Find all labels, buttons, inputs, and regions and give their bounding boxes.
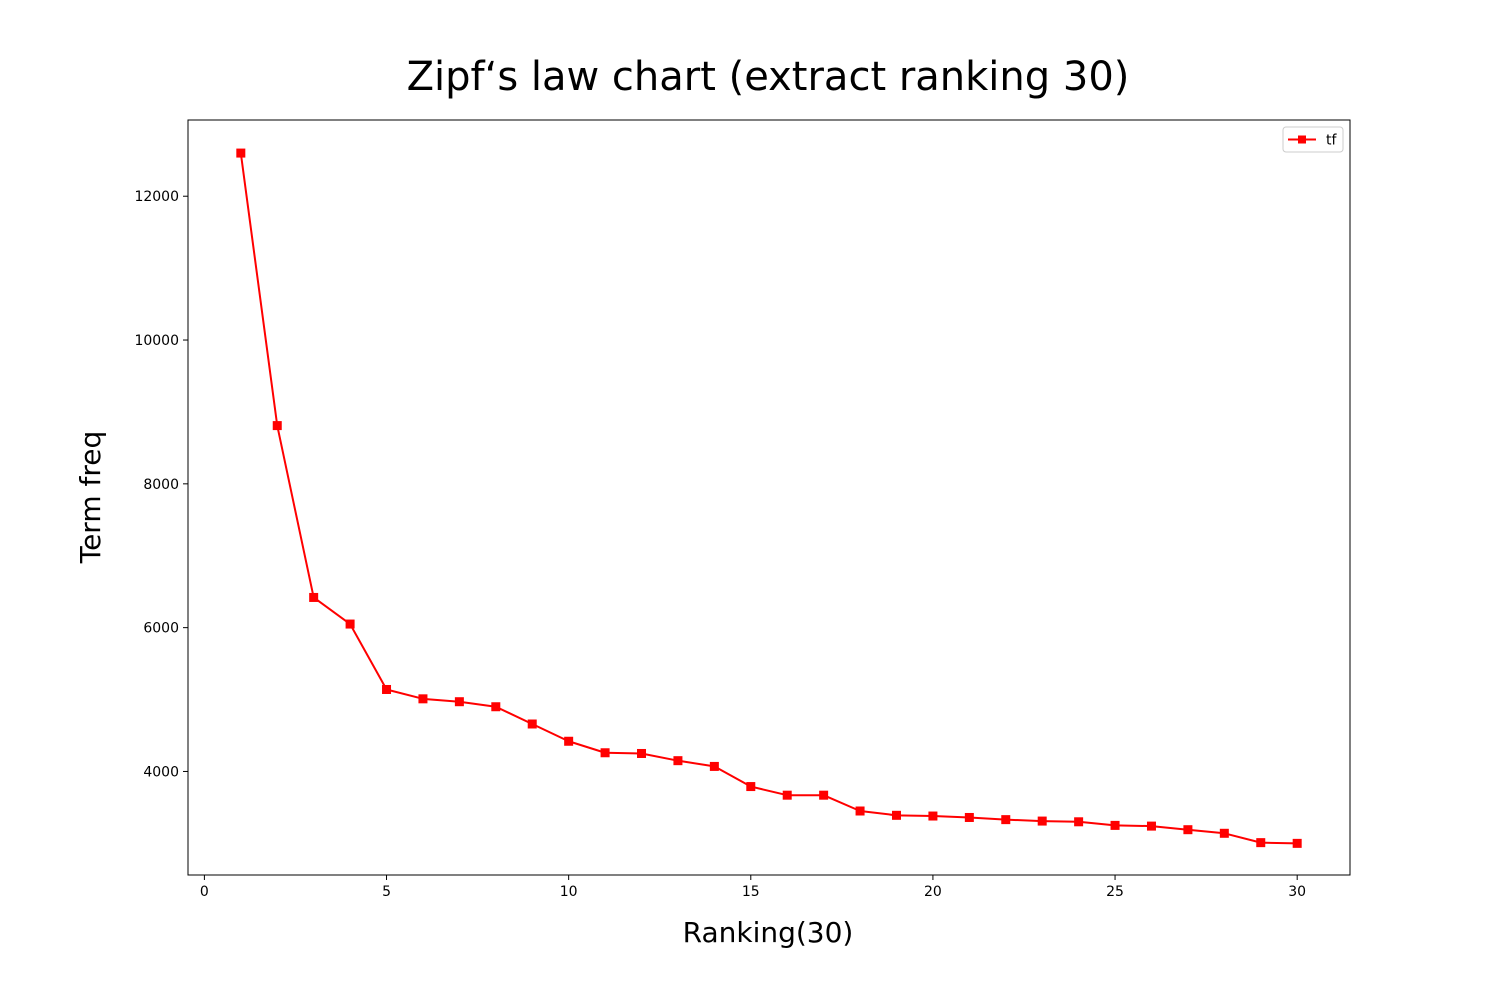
plot-frame [187,119,1351,876]
data-point [746,782,756,792]
x-tick-label: 25 [1106,884,1124,900]
data-point [964,812,974,822]
data-point [855,806,865,816]
data-point [1219,828,1229,838]
plot-area [187,119,1351,876]
data-point [1292,838,1302,848]
data-point [709,761,719,771]
y-tick-label: 10000 [134,333,179,349]
data-point [564,736,574,746]
y-axis-ticks: 4000 6000 8000 10000 12000 [134,189,188,780]
data-point [600,748,610,758]
x-tick-label: 20 [924,884,942,900]
x-tick-label: 0 [200,884,209,900]
data-point [454,697,464,707]
x-tick-label: 5 [382,884,391,900]
data-point [382,684,392,694]
y-tick-label: 4000 [143,764,179,780]
x-tick-label: 15 [742,884,760,900]
data-point [345,619,355,629]
chart-title: Zipf‘s law chart (extract ranking 30) [407,54,1130,100]
series-layer [236,148,1302,848]
legend-marker-sample [1298,135,1306,144]
data-point [1001,815,1011,825]
data-point [527,719,537,729]
data-point [928,811,938,821]
data-point [309,592,319,602]
x-axis-ticks: 0 5 10 15 20 25 30 [200,875,1306,900]
data-point [418,694,428,704]
data-point [637,748,647,758]
y-tick-label: 12000 [134,189,179,205]
data-point [1146,821,1156,831]
legend-label-tf: tf [1326,133,1337,149]
data-point [1256,838,1266,848]
data-point [782,790,792,800]
y-tick-label: 8000 [143,477,179,493]
data-point [1110,820,1120,830]
x-tick-label: 30 [1288,884,1306,900]
data-point [1183,825,1193,835]
data-point [891,810,901,820]
x-tick-label: 10 [560,884,578,900]
legend: tf [1282,126,1344,153]
data-point [819,790,829,800]
data-point [272,421,282,431]
data-point [236,148,246,158]
y-tick-label: 6000 [143,621,179,637]
data-point [1037,816,1047,826]
data-point [673,756,683,766]
data-point [491,702,501,712]
y-axis-label: Term freq [74,431,107,565]
data-point [1074,817,1084,827]
x-axis-label: Ranking(30) [683,916,854,949]
series-line-tf [239,152,1298,845]
